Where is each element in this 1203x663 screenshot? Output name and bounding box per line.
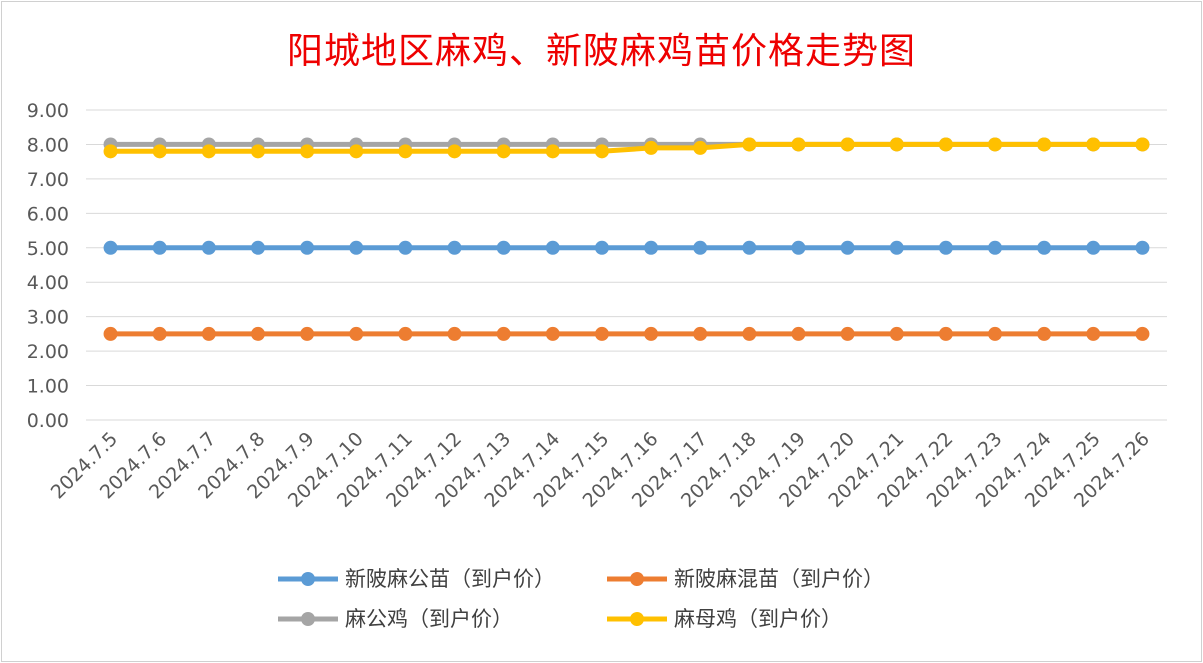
data-point [250, 144, 265, 159]
data-point [447, 144, 462, 159]
data-point [103, 326, 118, 341]
data-point [742, 326, 757, 341]
data-point [447, 240, 462, 255]
data-point [1086, 240, 1101, 255]
legend-label: 新陂麻公苗（到户价） [345, 567, 555, 591]
legend-item: 麻公鸡（到户价） [278, 607, 513, 631]
data-point [644, 240, 659, 255]
data-point [250, 326, 265, 341]
data-point [693, 240, 708, 255]
data-point [152, 326, 167, 341]
data-point [889, 326, 904, 341]
y-tick-labels: 0.00 1.00 2.00 3.00 4.00 5.00 6.00 7.00 8.00 9.00 [27, 100, 69, 432]
data-point [447, 326, 462, 341]
legend-label: 新陂麻混苗（到户价） [674, 567, 884, 591]
data-point [1037, 137, 1052, 152]
data-point [545, 240, 560, 255]
legend-label: 麻母鸡（到户价） [674, 607, 842, 631]
y-tick-label: 9.00 [27, 100, 69, 122]
data-point [152, 240, 167, 255]
data-point [300, 240, 315, 255]
chart-title: 阳城地区麻鸡、新陂麻鸡苗价格走势图 [286, 31, 916, 72]
data-point [791, 326, 806, 341]
legend-item: 麻母鸡（到户价） [607, 607, 842, 631]
data-point [1037, 326, 1052, 341]
data-point [988, 240, 1003, 255]
legend-marker [301, 612, 315, 626]
data-point [693, 140, 708, 155]
y-tick-label: 1.00 [27, 376, 69, 398]
grid-lines [86, 109, 1167, 421]
data-point [644, 140, 659, 155]
data-point [201, 144, 216, 159]
data-point [103, 240, 118, 255]
y-tick-label: 3.00 [27, 307, 69, 329]
data-point [496, 326, 511, 341]
data-point [988, 137, 1003, 152]
data-point [545, 144, 560, 159]
data-point [300, 144, 315, 159]
legend-marker [301, 572, 315, 586]
series-line [110, 141, 1143, 154]
data-point [644, 326, 659, 341]
data-point [349, 144, 364, 159]
y-tick-label: 8.00 [27, 134, 69, 156]
legend-item: 新陂麻混苗（到户价） [607, 567, 884, 591]
legend-marker [630, 612, 644, 626]
y-tick-label: 2.00 [27, 341, 69, 363]
data-point [938, 137, 953, 152]
data-point [201, 326, 216, 341]
series-group [103, 137, 1150, 341]
data-point [742, 137, 757, 152]
data-point [791, 240, 806, 255]
data-point [938, 326, 953, 341]
y-tick-label: 6.00 [27, 203, 69, 225]
data-point [103, 144, 118, 159]
data-point [889, 137, 904, 152]
legend: 新陂麻公苗（到户价） 新陂麻混苗（到户价） 麻公鸡（到户价） 麻母鸡（到户价） [278, 567, 884, 631]
legend-label: 麻公鸡（到户价） [345, 607, 513, 631]
data-point [300, 326, 315, 341]
x-tick-labels: 2024.7.52024.7.62024.7.72024.7.82024.7.9… [47, 428, 1154, 512]
data-point [1086, 137, 1101, 152]
data-point [152, 144, 167, 159]
data-point [398, 240, 413, 255]
y-tick-label: 0.00 [27, 410, 69, 432]
data-point [398, 326, 413, 341]
data-point [889, 240, 904, 255]
y-tick-label: 4.00 [27, 272, 69, 294]
data-point [988, 326, 1003, 341]
data-point [791, 137, 806, 152]
data-point [594, 326, 609, 341]
data-point [250, 240, 265, 255]
data-point [1037, 240, 1052, 255]
data-point [496, 240, 511, 255]
data-point [398, 144, 413, 159]
data-point [1135, 326, 1150, 341]
legend-item: 新陂麻公苗（到户价） [278, 567, 555, 591]
y-tick-label: 5.00 [27, 238, 69, 260]
data-point [1135, 240, 1150, 255]
data-point [938, 240, 953, 255]
data-point [349, 240, 364, 255]
data-point [840, 137, 855, 152]
y-tick-label: 7.00 [27, 169, 69, 191]
data-point [840, 240, 855, 255]
legend-marker [630, 572, 644, 586]
data-point [594, 240, 609, 255]
data-point [349, 326, 364, 341]
data-point [840, 326, 855, 341]
data-point [201, 240, 216, 255]
data-point [496, 144, 511, 159]
data-point [545, 326, 560, 341]
data-point [594, 144, 609, 159]
data-point [742, 240, 757, 255]
data-point [693, 326, 708, 341]
data-point [1135, 137, 1150, 152]
data-point [1086, 326, 1101, 341]
